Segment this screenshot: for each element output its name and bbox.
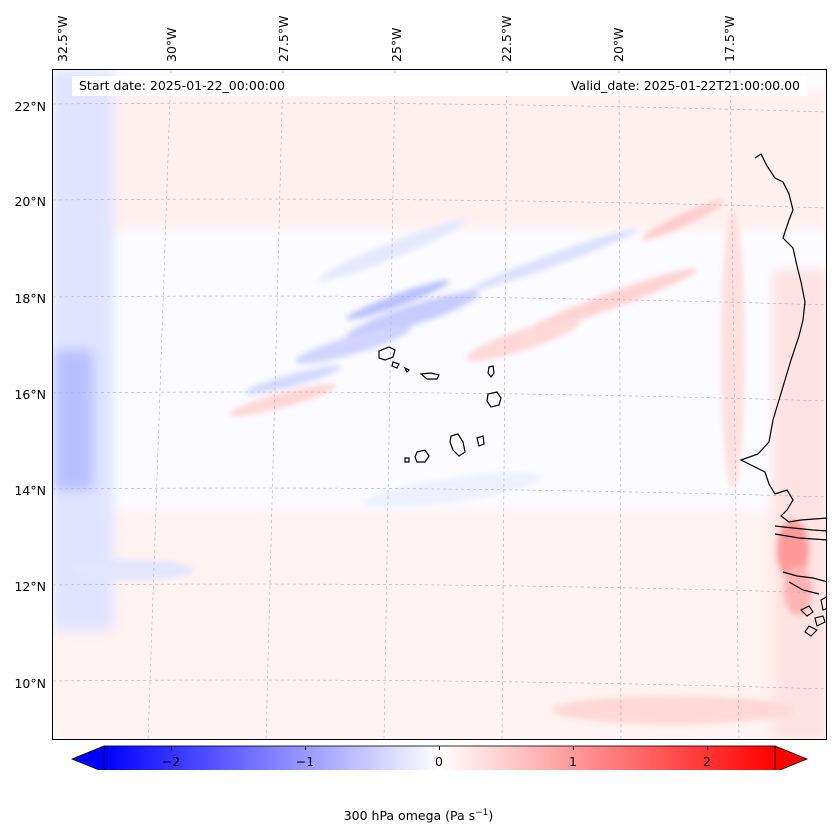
island-sao-nicolau xyxy=(419,372,440,380)
graticule xyxy=(53,70,826,739)
lon-label-17-5w: 17.5°W xyxy=(722,15,737,62)
lat-label-22n: 22°N xyxy=(14,99,46,114)
coastline-africa xyxy=(739,153,826,523)
grid-line-20n xyxy=(53,198,826,209)
colorbar-extend-low xyxy=(70,745,105,770)
valid-date-label: Valid_date: 2025-01-22T21:00:00.00 xyxy=(570,78,800,93)
colorbar-tickmark-0 xyxy=(439,746,440,750)
lat-label-12n: 12°N xyxy=(14,579,46,594)
island-santa-luzia xyxy=(403,366,411,374)
grid-line-22-5w xyxy=(501,70,508,739)
grid-line-17-5w xyxy=(729,70,740,739)
lat-label-16n: 16°N xyxy=(14,387,46,402)
island-santo-antao xyxy=(378,346,396,361)
lon-label-25w: 25°W xyxy=(389,27,404,62)
colorbar-tick-neg1: −1 xyxy=(295,754,315,769)
colorbar-title-end: ) xyxy=(488,808,494,824)
colorbar-tick-2: 2 xyxy=(703,754,711,769)
omega-field-map xyxy=(53,70,826,739)
lat-label-18n: 18°N xyxy=(14,291,46,306)
lon-label-32-5w: 32.5°W xyxy=(55,15,70,62)
grid-line-18n xyxy=(53,295,826,306)
lon-label-22-5w: 22.5°W xyxy=(499,15,514,62)
grid-line-25w xyxy=(383,70,396,739)
omega-shading-broad xyxy=(53,70,826,739)
colorbar-tickmark-neg2 xyxy=(171,746,172,750)
coastline-gambia xyxy=(774,525,826,541)
lon-label-30w: 30°W xyxy=(164,27,179,62)
colorbar xyxy=(70,745,809,770)
island-maio xyxy=(476,435,485,447)
grid-line-14n xyxy=(53,487,826,498)
grid-line-22n xyxy=(53,102,826,113)
island-brava xyxy=(404,457,410,463)
colorbar-tickmark-1 xyxy=(573,746,574,750)
colorbar-tickmark-2 xyxy=(707,746,708,750)
grid-line-16n xyxy=(53,391,826,402)
lat-label-10n: 10°N xyxy=(14,676,46,691)
cape-verde-islands xyxy=(378,346,502,463)
lat-label-14n: 14°N xyxy=(14,483,46,498)
omega-bands xyxy=(73,200,812,724)
coastline-guinea-bissau xyxy=(782,571,826,595)
lat-label-20n: 20°N xyxy=(14,194,46,209)
date-annotation-bar xyxy=(72,76,807,96)
colorbar-tick-neg2: −2 xyxy=(161,754,181,769)
island-sal xyxy=(487,365,495,378)
grid-line-30w xyxy=(147,70,172,739)
map-panel xyxy=(52,69,827,740)
island-sao-vicente xyxy=(391,361,400,369)
grid-line-27-5w xyxy=(265,70,284,739)
colorbar-tick-0: 0 xyxy=(435,754,443,769)
grid-line-12n xyxy=(53,583,826,594)
colorbar-tick-1: 1 xyxy=(569,754,577,769)
colorbar-extend-high xyxy=(774,745,809,770)
colorbar-title: 300 hPa omega (Pa s−1) xyxy=(0,808,837,823)
lon-label-27-5w: 27.5°W xyxy=(276,15,291,62)
colorbar-tickmark-neg1 xyxy=(305,746,306,750)
island-santiago xyxy=(449,433,466,457)
island-boa-vista xyxy=(486,391,502,408)
lon-label-20w: 20°W xyxy=(611,27,626,62)
start-date-label: Start date: 2025-01-22_00:00:00 xyxy=(79,78,285,93)
colorbar-title-exponent: −1 xyxy=(475,808,489,818)
colorbar-title-text: 300 hPa omega (Pa s xyxy=(343,808,476,824)
grid-line-20w xyxy=(618,70,622,739)
island-fogo xyxy=(414,449,430,463)
grid-line-10n xyxy=(53,679,826,690)
coastline-bijagos xyxy=(800,596,826,637)
